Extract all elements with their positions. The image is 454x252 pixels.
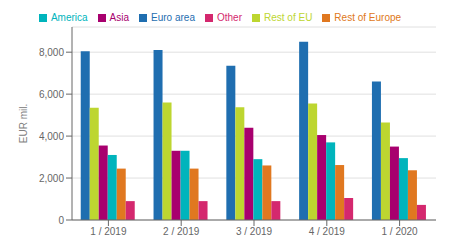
html-text:Rest of Europe: Rest of Europe (334, 12, 402, 23)
svg-text:8,000: 8,000 (39, 47, 64, 58)
svg-text:4 / 2019: 4 / 2019 (309, 226, 346, 237)
svg-text:4,000: 4,000 (39, 131, 64, 142)
html-text:America: America (50, 12, 88, 23)
html-text:Euro area: Euro area (151, 12, 195, 23)
svg-text:3 / 2019: 3 / 2019 (236, 226, 273, 237)
svg-text:2,000: 2,000 (39, 173, 64, 184)
svg-text:1 / 2019: 1 / 2019 (90, 226, 127, 237)
svg-text:6,000: 6,000 (39, 89, 64, 100)
svg-text:EUR mil.: EUR mil. (18, 104, 29, 143)
html-text:Other: Other (217, 12, 242, 23)
html-text:Asia: Asia (109, 12, 130, 23)
html-text:Rest of EU: Rest of EU (264, 12, 313, 23)
svg-text:2 / 2019: 2 / 2019 (163, 226, 200, 237)
svg-text:0: 0 (58, 215, 64, 226)
svg-text:1 / 2020: 1 / 2020 (382, 226, 419, 237)
